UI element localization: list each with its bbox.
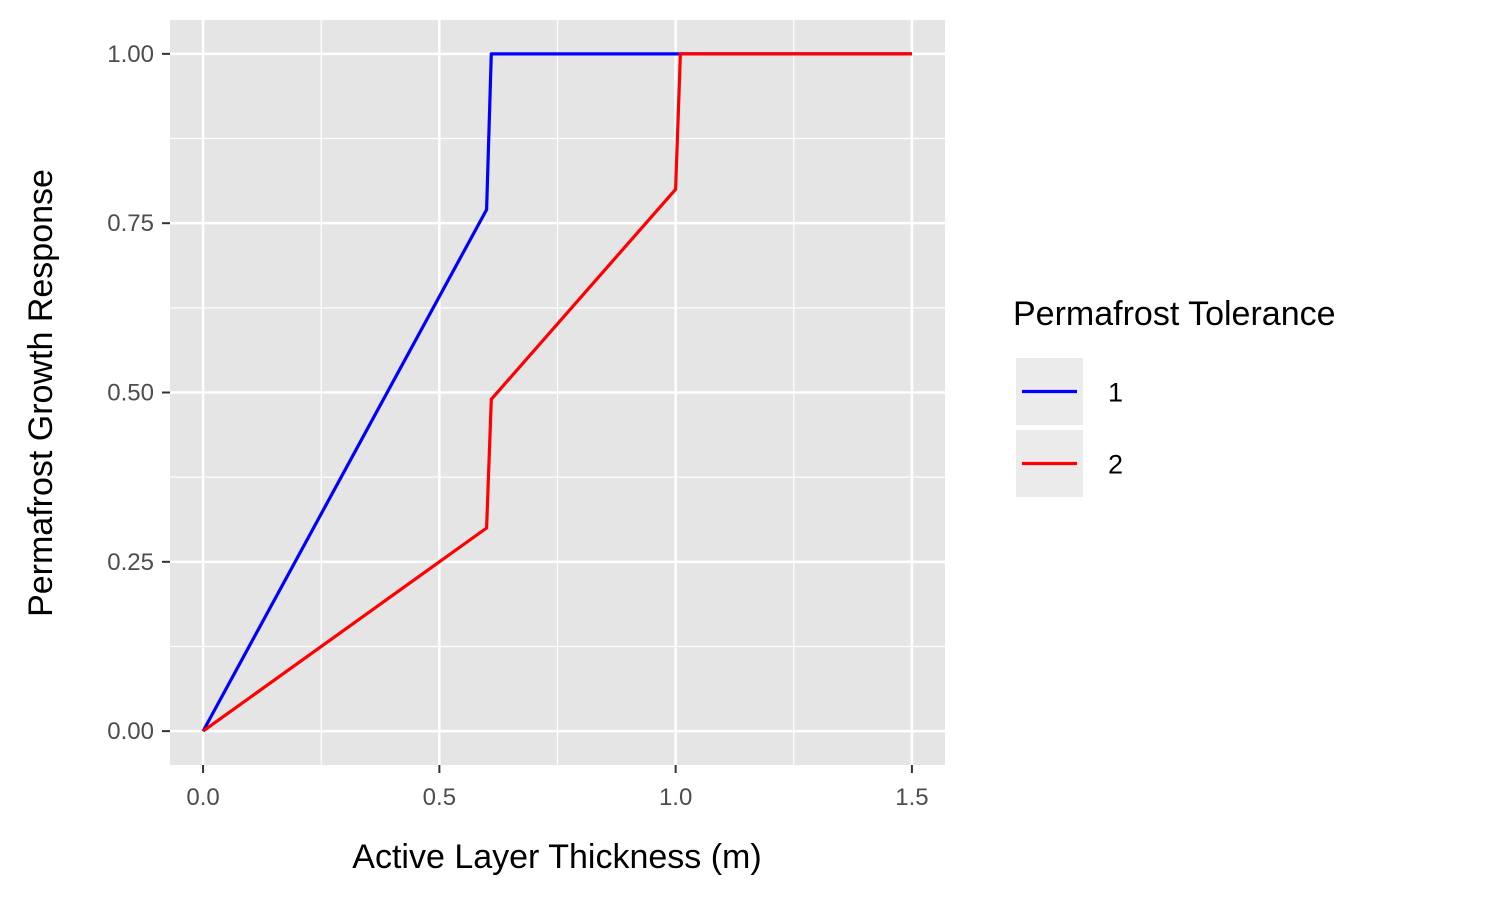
x-tick-label: 1.5 xyxy=(895,784,928,811)
y-tick-label: 0.50 xyxy=(107,380,154,407)
x-axis-title: Active Layer Thickness (m) xyxy=(352,838,761,876)
legend-label-2: 2 xyxy=(1108,450,1123,480)
y-tick-label: 0.00 xyxy=(107,718,154,745)
grid-major xyxy=(170,20,945,765)
y-axis-title: Permafrost Growth Response xyxy=(22,169,60,617)
legend-title: Permafrost Tolerance xyxy=(1013,295,1336,333)
series-layer xyxy=(201,52,912,733)
legend-label-1: 1 xyxy=(1108,378,1123,408)
series-line-2 xyxy=(202,52,912,733)
y-axis: 0.00 0.25 0.50 0.75 1.00 xyxy=(107,41,170,745)
y-tick-label: 0.75 xyxy=(107,210,154,237)
x-tick-label: 0.0 xyxy=(186,784,219,811)
x-tick-label: 1.0 xyxy=(659,784,692,811)
x-tick-label: 0.5 xyxy=(423,784,456,811)
legend: Permafrost Tolerance 1 2 xyxy=(1013,295,1336,497)
y-tick-label: 1.00 xyxy=(107,41,154,68)
x-axis: 0.0 0.5 1.0 1.5 xyxy=(186,765,929,811)
y-tick-label: 0.25 xyxy=(107,549,154,576)
